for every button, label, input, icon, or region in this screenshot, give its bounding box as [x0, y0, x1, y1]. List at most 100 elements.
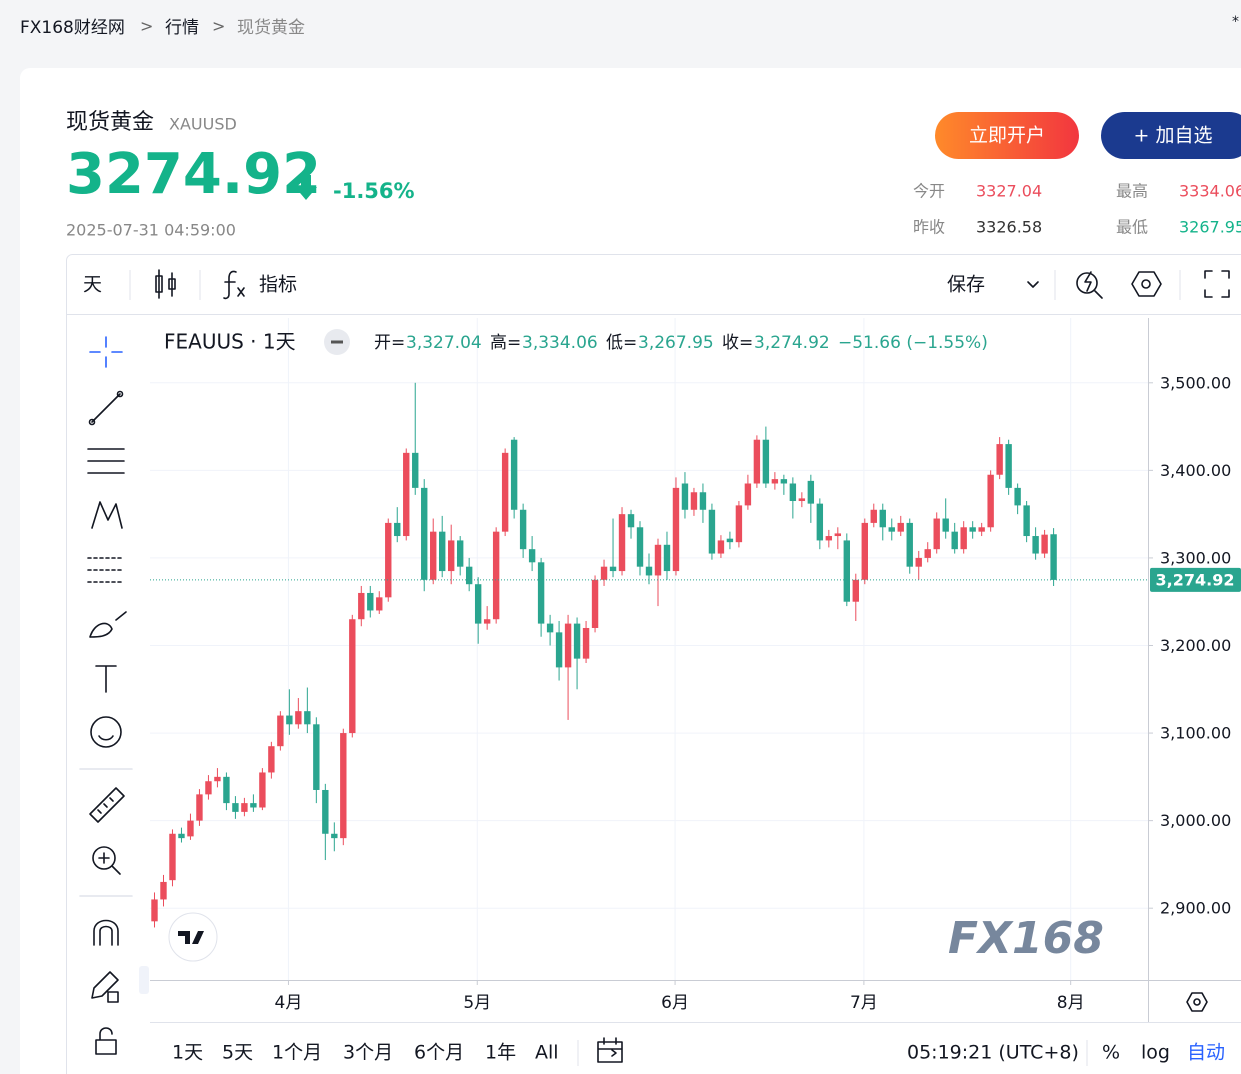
ruler-tool[interactable] — [89, 787, 125, 823]
candle-body — [286, 715, 293, 725]
last-price-badge — [1150, 567, 1241, 592]
range-button[interactable]: 1年 — [485, 1042, 516, 1064]
button-label[interactable]: 立即开户 — [969, 125, 1045, 147]
candle-body — [681, 483, 689, 510]
candle-body — [762, 439, 770, 484]
candle-body — [915, 557, 922, 567]
candle-body — [376, 597, 383, 611]
fib-tool[interactable] — [87, 557, 125, 583]
breadcrumb-link[interactable]: 行情 — [165, 18, 199, 38]
brush-tool[interactable] — [89, 611, 127, 638]
candle-body — [510, 439, 518, 510]
candle-body — [1023, 505, 1030, 537]
zoom-plus — [98, 852, 121, 875]
range-button[interactable]: 3个月 — [343, 1042, 393, 1064]
candle-body — [501, 452, 509, 532]
legend-label: 收= — [722, 333, 753, 353]
candle-body — [564, 623, 572, 668]
candle-body — [852, 579, 859, 602]
candle-body — [196, 794, 203, 821]
drawing-tools[interactable] — [79, 336, 133, 1055]
lock-draw-tool[interactable] — [91, 971, 119, 1003]
candle-body — [834, 533, 842, 537]
emoji-tool[interactable] — [90, 716, 122, 748]
magnet-tool[interactable] — [93, 919, 119, 946]
candle-body — [699, 492, 707, 510]
auto-toggle[interactable]: 自动 — [1187, 1042, 1225, 1064]
legend-label: 低= — [606, 333, 637, 353]
alert-icon[interactable] — [1076, 271, 1103, 299]
indicators-button[interactable]: 指标 — [259, 274, 297, 296]
candle-type-icon[interactable] — [155, 269, 176, 299]
candle-body — [295, 711, 302, 725]
candle-body — [555, 632, 563, 668]
candle-body — [313, 724, 320, 790]
candle-body — [205, 781, 212, 795]
log-toggle[interactable]: log — [1141, 1042, 1170, 1064]
candle-body — [232, 803, 239, 812]
save-dropdown[interactable] — [1027, 281, 1039, 288]
text-tool[interactable] — [95, 665, 117, 693]
candle-body — [879, 509, 886, 528]
candle-body — [519, 509, 527, 550]
quote-time: 2025-07-31 04:59:00 — [66, 221, 236, 240]
candle-body — [924, 549, 931, 558]
fx-icon[interactable] — [223, 270, 245, 300]
candle-body — [717, 540, 725, 554]
range-button[interactable]: 5天 — [222, 1042, 253, 1064]
breadcrumb-sep: > — [140, 17, 153, 36]
candle-body — [672, 487, 680, 572]
range-button[interactable]: 1天 — [172, 1042, 203, 1064]
stat-label: 今开 — [913, 182, 945, 201]
breadcrumb-link[interactable]: FX168财经网 — [20, 18, 125, 38]
candle-body — [492, 531, 500, 620]
candle-body — [933, 518, 940, 550]
candle-body — [969, 527, 976, 532]
range-button[interactable]: 1个月 — [272, 1042, 322, 1064]
watchlist-button[interactable] — [1101, 112, 1241, 159]
y-tick-label: 3,400.00 — [1160, 461, 1231, 480]
candle-body — [465, 566, 473, 585]
candle-body — [663, 544, 671, 572]
crosshair-tool[interactable] — [89, 336, 123, 368]
zoom-tool[interactable] — [92, 846, 116, 870]
date-range-icon[interactable] — [597, 1037, 623, 1063]
collapse-handle[interactable] — [139, 966, 149, 994]
range-button[interactable]: 6个月 — [414, 1042, 464, 1064]
save-button[interactable]: 保存 — [947, 274, 985, 296]
button-label[interactable]: + 加自选 — [1134, 125, 1213, 147]
open-account-button[interactable] — [935, 112, 1079, 159]
fullscreen-icon[interactable] — [1204, 270, 1230, 298]
line-tool[interactable] — [91, 393, 121, 423]
candle-body — [537, 562, 545, 624]
interval-button[interactable]: 天 — [83, 274, 102, 296]
percent-toggle[interactable]: % — [1102, 1042, 1120, 1064]
candle-body — [546, 623, 554, 633]
candle-body — [151, 899, 158, 922]
candle-body — [250, 803, 257, 808]
candle-body — [690, 492, 698, 510]
y-tick-label: 3,500.00 — [1160, 373, 1231, 392]
candle-body — [744, 483, 752, 506]
lock-tool[interactable] — [95, 1027, 117, 1055]
candle-body — [825, 536, 833, 541]
candle-body — [708, 509, 716, 554]
candle-body — [277, 715, 284, 747]
candle-body — [726, 538, 734, 543]
pattern-tool[interactable] — [91, 501, 123, 529]
x-tick-label: 7月 — [850, 993, 878, 1013]
candle-body — [1014, 487, 1021, 506]
candle-body — [456, 540, 464, 567]
candle-body — [600, 566, 608, 580]
price: 3274.92 — [66, 142, 321, 207]
clock[interactable]: 05:19:21 (UTC+8) — [907, 1042, 1079, 1064]
tv-logo[interactable] — [168, 912, 218, 962]
y-tick-label: 3,100.00 — [1160, 724, 1231, 743]
axis-settings-icon[interactable] — [1186, 992, 1208, 1012]
candle-body — [187, 820, 194, 837]
range-button[interactable]: All — [535, 1042, 559, 1064]
stat-value: 3326.58 — [976, 218, 1042, 237]
channel-tool[interactable] — [87, 448, 125, 474]
settings-icon[interactable] — [1131, 271, 1162, 297]
candle-body — [331, 833, 338, 839]
